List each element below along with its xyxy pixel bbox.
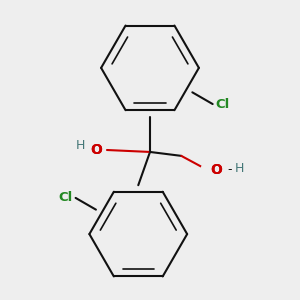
Text: Cl: Cl	[216, 98, 230, 110]
Circle shape	[201, 161, 218, 178]
Text: O: O	[90, 143, 102, 157]
Text: H: H	[235, 162, 244, 175]
Text: O: O	[90, 143, 102, 157]
Text: O: O	[210, 163, 222, 177]
Text: Cl: Cl	[58, 191, 73, 204]
Circle shape	[87, 141, 105, 159]
Text: -: -	[227, 163, 232, 176]
Text: H: H	[76, 139, 85, 152]
Text: O: O	[210, 163, 222, 177]
